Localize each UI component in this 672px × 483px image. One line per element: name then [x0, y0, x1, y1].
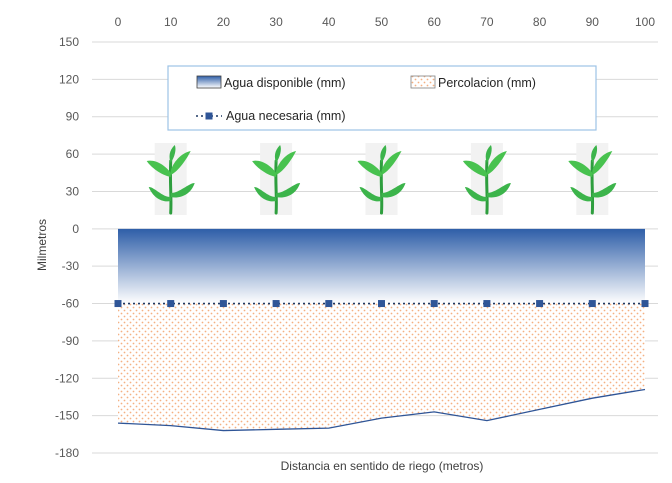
agua-necesaria-marker	[219, 300, 227, 308]
agua-necesaria-marker	[325, 300, 333, 308]
agua-necesaria-marker	[272, 300, 280, 308]
y-tick-label: -60	[62, 297, 80, 311]
y-tick-label: -120	[55, 371, 79, 385]
y-tick-label: -180	[55, 446, 79, 460]
y-tick-label: 150	[59, 35, 79, 49]
y-tick-label: 60	[66, 147, 80, 161]
agua-necesaria-marker	[483, 300, 491, 308]
y-tick-label: -150	[55, 409, 79, 423]
y-tick-label: 90	[66, 110, 80, 124]
x-axis-title: Distancia en sentido de riego (metros)	[281, 459, 484, 473]
y-tick-label: -30	[62, 259, 80, 273]
x-tick-label: 60	[428, 15, 442, 29]
x-tick-label: 40	[322, 15, 336, 29]
y-axis-title: Milmetros	[35, 219, 49, 271]
agua-necesaria-series	[114, 300, 649, 308]
y-tick-label: 120	[59, 72, 79, 86]
legend: Agua disponible (mm) Percolacion (mm) Ag…	[167, 65, 597, 131]
agua-necesaria-marker	[167, 300, 175, 308]
legend-box	[167, 65, 597, 131]
agua-necesaria-marker	[430, 300, 438, 308]
x-tick-label: 20	[217, 15, 231, 29]
x-tick-label: 80	[533, 15, 547, 29]
x-tick-labels: 0 10 20 30 40 50 60 70 80 90 100	[115, 15, 656, 29]
y-tick-label: -90	[62, 334, 80, 348]
agua-necesaria-marker	[588, 300, 596, 308]
x-tick-label: 70	[480, 15, 494, 29]
x-tick-label: 30	[269, 15, 283, 29]
agua-necesaria-marker	[641, 300, 649, 308]
legend-label-percolacion: Percolacion (mm)	[438, 76, 536, 90]
legend-swatch-percolacion	[410, 75, 436, 89]
percolacion-area	[117, 303, 646, 432]
x-tick-label: 90	[586, 15, 600, 29]
x-tick-label: 100	[635, 15, 655, 29]
agua-necesaria-marker	[114, 300, 122, 308]
agua-necesaria-marker	[378, 300, 385, 308]
legend-label-agua-disponible: Agua disponible (mm)	[224, 76, 346, 90]
y-tick-label: 0	[72, 222, 79, 236]
agua-disponible-fill	[118, 228, 645, 304]
y-tick-label: 30	[66, 184, 80, 198]
legend-label-agua-necesaria: Agua necesaria (mm)	[226, 109, 346, 123]
x-tick-label: 0	[115, 15, 122, 29]
agua-disponible-area	[118, 228, 645, 304]
percolacion-line	[117, 388, 646, 432]
legend-swatch-agua-disponible	[196, 75, 222, 89]
legend-swatch-agua-necesaria-marker	[205, 112, 213, 120]
y-tick-labels: 150 120 90 60 30 0 -30 -60 -90 -120 -150 -180	[55, 35, 79, 460]
agua-necesaria-marker	[536, 300, 544, 308]
percolacion-fill	[118, 303, 645, 431]
x-tick-label: 50	[375, 15, 389, 29]
x-tick-label: 10	[164, 15, 178, 29]
